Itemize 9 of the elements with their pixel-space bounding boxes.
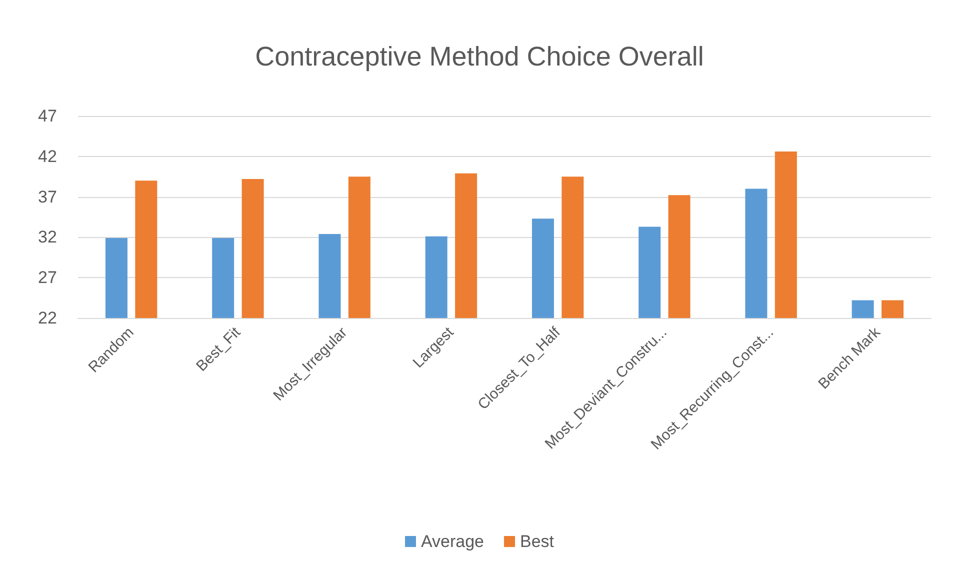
y-tick-label: 22 — [38, 308, 57, 328]
chart-title: Contraceptive Method Choice Overall — [255, 42, 704, 72]
y-tick-label: 42 — [38, 146, 57, 166]
y-tick-label: 27 — [38, 268, 57, 288]
y-tick-label: 32 — [38, 228, 57, 247]
y-tick-label: 47 — [38, 106, 57, 126]
y-tick-label: 37 — [38, 187, 57, 206]
legend-label: Average — [420, 532, 484, 551]
legend-label: Best — [520, 532, 554, 551]
